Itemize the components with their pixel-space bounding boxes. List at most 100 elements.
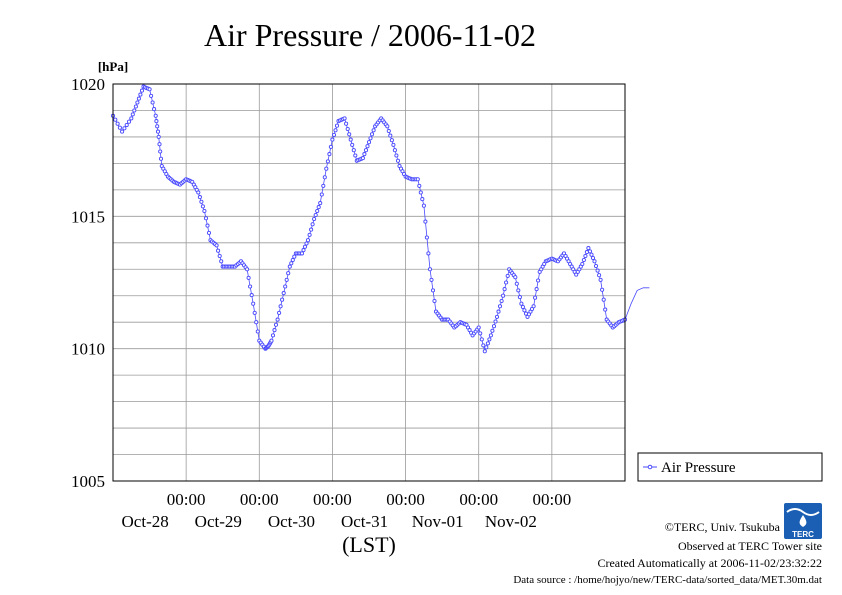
data-point <box>219 259 224 264</box>
data-point <box>519 301 524 306</box>
data-point <box>120 129 125 134</box>
data-point <box>126 119 132 124</box>
data-point <box>217 253 222 259</box>
data-point <box>273 322 279 327</box>
data-point <box>206 230 212 235</box>
data-point <box>496 309 501 314</box>
data-point <box>369 132 375 137</box>
data-point <box>158 156 164 161</box>
data-series <box>110 84 650 354</box>
x-tick-date-label: Nov-02 <box>485 512 537 531</box>
data-point <box>362 152 367 157</box>
y-tick-label: 1005 <box>71 472 105 491</box>
data-point <box>371 128 376 133</box>
x-tick-date-label: Nov-01 <box>412 512 464 531</box>
data-point <box>333 128 338 133</box>
data-point <box>427 267 433 272</box>
data-point <box>415 177 420 182</box>
data-point <box>353 153 358 158</box>
data-point <box>534 287 539 292</box>
data-point <box>269 338 274 343</box>
data-point <box>587 249 593 254</box>
data-point <box>395 158 401 163</box>
logo-text: TERC <box>792 530 814 539</box>
data-point <box>478 331 483 336</box>
data-point <box>278 304 283 309</box>
data-point <box>420 197 425 202</box>
data-point <box>391 142 396 147</box>
data-point <box>147 87 152 92</box>
x-tick-date-label: Oct-29 <box>195 512 242 531</box>
data-point <box>307 232 312 237</box>
data-point <box>281 291 286 296</box>
data-point <box>283 284 288 289</box>
data-point <box>135 100 140 105</box>
data-point <box>520 304 525 310</box>
data-point <box>310 222 315 227</box>
data-point <box>149 93 154 98</box>
data-point <box>248 284 253 289</box>
data-point <box>514 281 519 286</box>
data-point <box>150 100 155 105</box>
data-point <box>157 142 162 147</box>
data-point <box>203 216 209 221</box>
data-point <box>153 113 158 118</box>
data-point <box>344 121 349 126</box>
data-point <box>117 125 122 130</box>
y-tick-label: 1020 <box>71 75 105 94</box>
series-line <box>112 86 650 353</box>
data-point <box>366 140 372 145</box>
data-point <box>113 117 118 122</box>
data-point <box>345 126 350 132</box>
data-point <box>133 104 138 109</box>
data-point <box>392 148 397 153</box>
data-point <box>154 119 159 124</box>
data-point <box>481 343 486 348</box>
data-point <box>531 304 536 309</box>
data-point <box>216 248 221 253</box>
data-point <box>156 134 161 139</box>
data-point <box>493 319 498 324</box>
data-point <box>330 137 335 142</box>
data-point <box>246 275 251 280</box>
created-text: Created Automatically at 2006-11-02/23:3… <box>597 556 822 570</box>
data-point <box>290 257 295 263</box>
x-tick-time-label: 00:00 <box>240 490 279 509</box>
data-point <box>385 124 390 129</box>
data-point <box>368 136 373 141</box>
data-point <box>583 253 588 259</box>
data-point <box>533 295 538 300</box>
x-tick-date-label: Oct-28 <box>122 512 169 531</box>
data-point <box>482 349 487 354</box>
data-point <box>485 341 490 346</box>
data-point <box>590 255 596 261</box>
data-point <box>421 203 426 208</box>
data-point <box>252 310 257 315</box>
data-point <box>124 122 129 128</box>
legend: Air Pressure <box>637 452 823 482</box>
data-point <box>292 254 297 259</box>
data-point <box>429 277 434 282</box>
data-point <box>502 287 507 292</box>
data-point <box>301 248 306 253</box>
data-point <box>319 192 324 197</box>
data-point <box>309 227 314 232</box>
x-tick-time-label: 00:00 <box>167 490 206 509</box>
data-point <box>334 123 340 128</box>
data-point <box>328 144 333 149</box>
terc-logo: TERC <box>784 503 822 539</box>
data-point <box>275 317 280 322</box>
data-point <box>497 304 503 309</box>
data-point <box>132 108 137 113</box>
data-point <box>600 287 605 292</box>
x-tick-time-label: 00:00 <box>532 490 571 509</box>
x-axis-label: (LST) <box>342 532 396 557</box>
data-point <box>245 267 250 272</box>
data-point <box>325 159 330 164</box>
data-point <box>286 271 291 276</box>
data-point <box>432 298 437 304</box>
data-point <box>388 133 393 138</box>
y-ticks: 1005 1010 1015 1020 <box>71 75 105 491</box>
data-point <box>331 132 337 137</box>
